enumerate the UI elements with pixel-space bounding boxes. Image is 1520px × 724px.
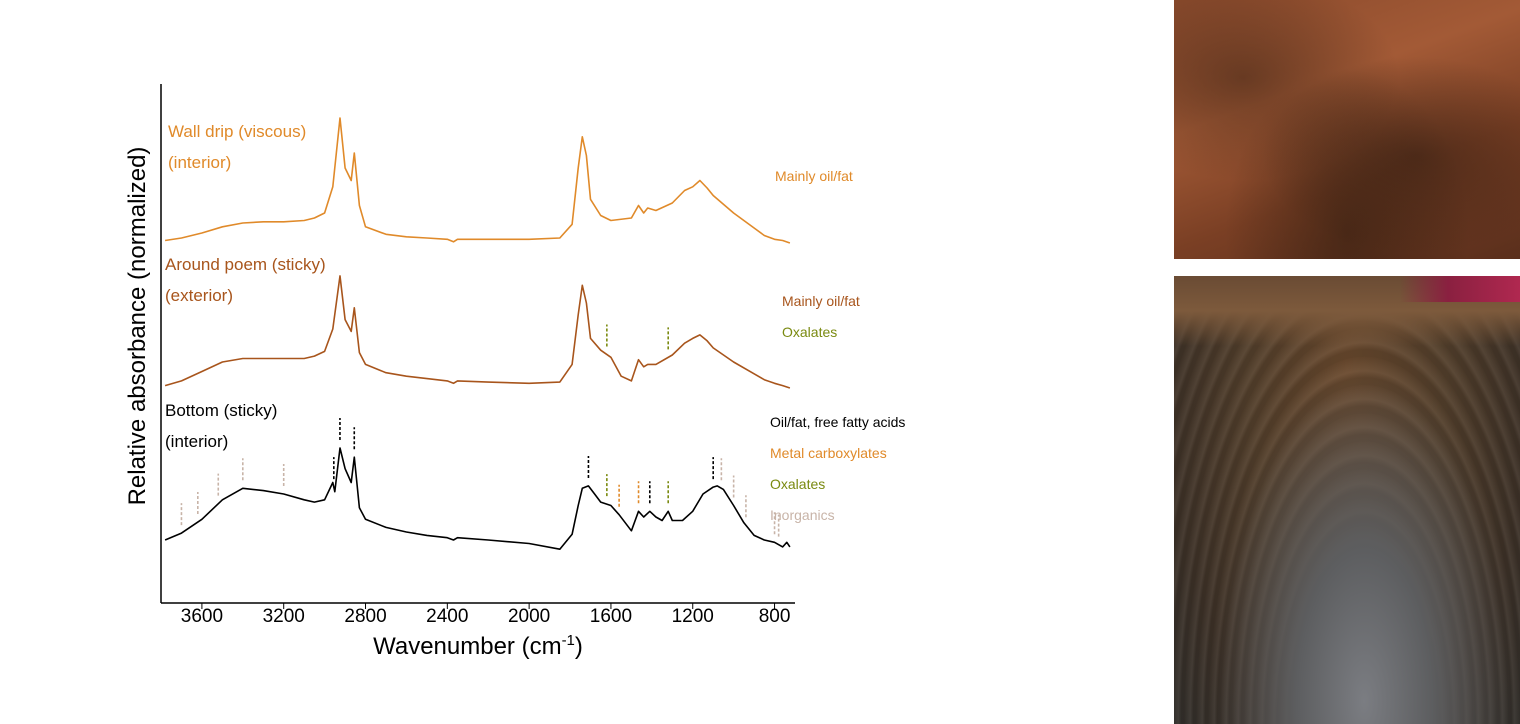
series-label-wall: Wall drip (viscous) (168, 122, 306, 141)
series-labels-group: Wall drip (viscous) (interior) Around poem… (165, 122, 326, 451)
annotation-bottom-1: Metal carboxylates (770, 445, 887, 461)
annotation-bottom-0: Oil/fat, free fatty acids (770, 414, 905, 430)
annotation-poem-0: Mainly oil/fat (782, 293, 860, 309)
x-tick-label: 800 (759, 606, 791, 627)
annotation-wall-0: Mainly oil/fat (775, 168, 853, 184)
annotation-bottom-3: Inorganics (770, 507, 835, 523)
x-tick-group: 3600 3200 2800 2400 2000 1600 1200 800 (181, 603, 791, 627)
series-sublabel-wall: (interior) (168, 153, 231, 172)
series-label-poem: Around poem (sticky) (165, 255, 326, 274)
series-group (164, 117, 791, 550)
x-axis-title: Wavenumber (cm-1) (373, 632, 583, 660)
peak-markers-group (180, 324, 780, 537)
annotation-poem-1: Oxalates (782, 324, 837, 340)
photo-background-corner (1400, 276, 1520, 302)
x-tick-label: 2000 (508, 606, 550, 627)
pot-inscription-photo (1174, 0, 1520, 259)
x-tick-label: 2800 (344, 606, 386, 627)
series-line-wall (164, 117, 791, 244)
annotations-group: Mainly oil/fat Mainly oil/fat Oxalates Oil/… (770, 168, 905, 523)
ftir-spectra-chart: 3600 3200 2800 2400 2000 1600 1200 800 Wall dri… (124, 84, 905, 660)
y-axis-title: Relative absorbance (normalized) (124, 147, 151, 506)
x-tick-label: 3200 (263, 606, 305, 627)
annotation-bottom-2: Oxalates (770, 476, 825, 492)
chart-axes (160, 84, 795, 604)
series-sublabel-poem: (exterior) (165, 286, 233, 305)
series-line-poem (164, 275, 791, 389)
x-tick-label: 2400 (426, 606, 468, 627)
series-line-bottom (164, 447, 791, 550)
series-label-bottom: Bottom (sticky) (165, 401, 277, 420)
pot-interior-photo (1174, 276, 1520, 724)
x-tick-label: 1600 (590, 606, 632, 627)
x-tick-label: 1200 (672, 606, 714, 627)
series-sublabel-bottom: (interior) (165, 432, 228, 451)
x-tick-label: 3600 (181, 606, 223, 627)
